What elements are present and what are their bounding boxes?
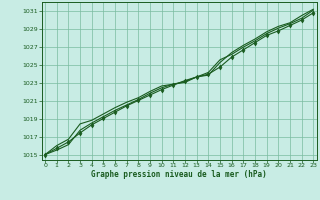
X-axis label: Graphe pression niveau de la mer (hPa): Graphe pression niveau de la mer (hPa) [91, 170, 267, 179]
